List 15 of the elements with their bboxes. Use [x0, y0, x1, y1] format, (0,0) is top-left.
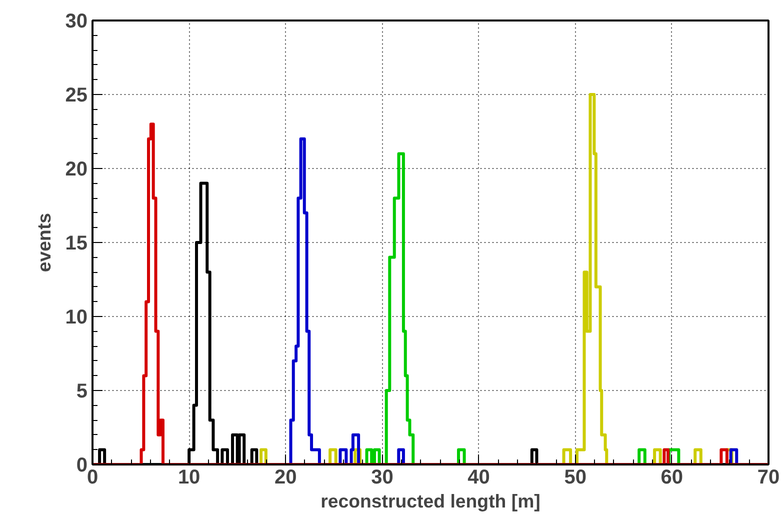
- x-tick-label: 10: [178, 466, 200, 488]
- x-tick-label: 40: [468, 466, 490, 488]
- y-tick-label: 20: [65, 158, 88, 180]
- x-tick-label: 30: [371, 466, 394, 488]
- y-axis-title: events: [33, 212, 54, 272]
- x-tick-label: 60: [660, 466, 684, 488]
- x-tick-label: 70: [757, 466, 780, 488]
- x-tick-label: 50: [564, 466, 586, 488]
- y-tick-label: 5: [76, 380, 88, 402]
- y-tick-label: 30: [65, 10, 88, 32]
- x-axis-title: reconstructed length [m]: [320, 490, 540, 512]
- y-tick-label: 15: [65, 232, 88, 254]
- y-tick-label: 25: [65, 84, 88, 106]
- y-tick-label: 10: [65, 306, 88, 328]
- x-tick-label: 20: [274, 466, 297, 488]
